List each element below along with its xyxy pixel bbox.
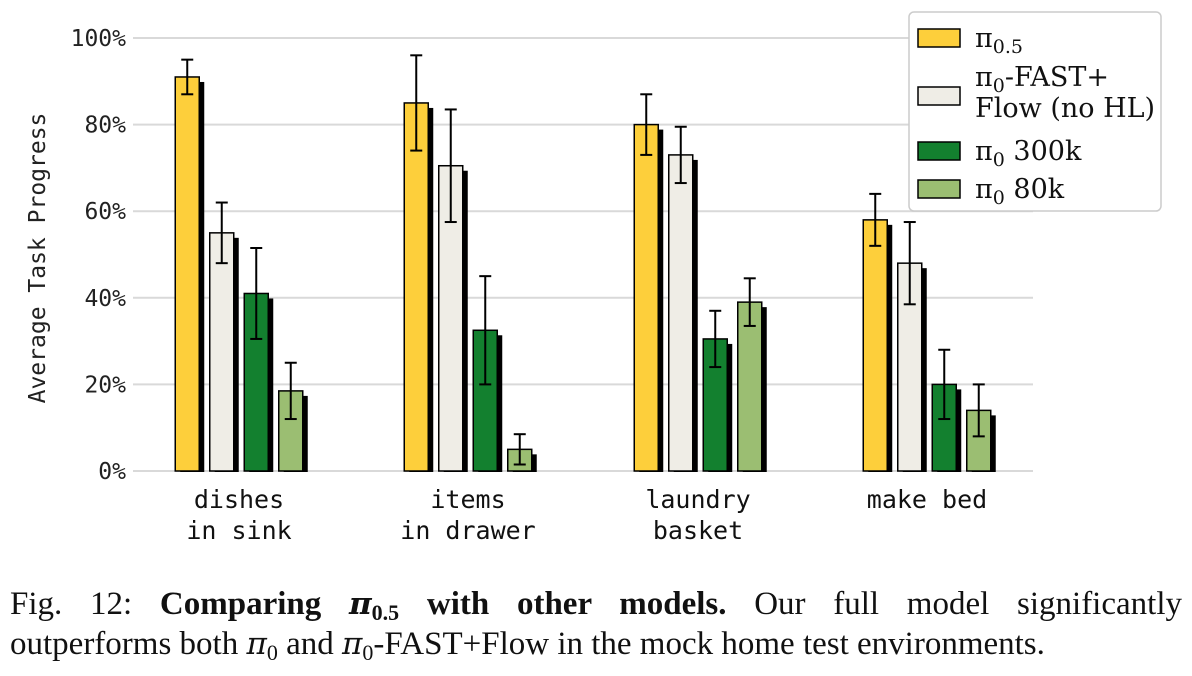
caption-text-1: Our full model significantly [726,586,1182,622]
x-tick-label: items [430,485,505,514]
legend-suffix: 300k [1005,136,1082,167]
y-tick-label: 0% [98,459,126,485]
legend-label-line2: Flow (no HL) [975,93,1155,124]
legend-pi: π [975,23,993,54]
caption-pi-1: π [246,626,267,662]
legend-suffix: 80k [1005,174,1065,205]
bar [174,76,200,472]
bar [668,154,694,472]
legend-swatch [917,86,961,106]
y-tick-label: 100% [71,26,127,52]
caption-text-2a: outperforms both [10,626,247,662]
caption-bold-pi-sub: 0.5 [371,600,400,625]
figure-caption: Fig. 12: Comparing π0.5 with other model… [10,584,1182,664]
x-tick-label: in sink [186,516,291,545]
bar [862,219,888,472]
legend-pi-sub: 0.5 [993,36,1023,58]
legend-pi-sub: 0 [993,187,1005,209]
legend-pi: π [975,136,993,167]
caption-bold-pi: π [348,586,372,622]
legend-label: π0-FAST+ [975,62,1109,97]
legend-pi: π [975,62,993,93]
bar [403,102,429,472]
y-tick-label: 80% [84,113,126,139]
y-tick-label: 40% [84,286,126,312]
bar [633,123,659,472]
caption-bold-start: Comparing [159,586,349,622]
bar [209,232,235,472]
caption-bold-end: with other models. [399,586,727,622]
legend-swatch [917,179,961,199]
bar [737,301,763,472]
legend-swatch [917,141,961,161]
x-tick-label: make bed [867,485,987,514]
bar-chart: 0% 20% 40% 60% 80% 100% Average Task Progress… [25,11,1162,545]
caption-line-2: outperforms both π0 and π0-FAST+Flow in … [10,624,1182,664]
legend-label: π0 80k [975,174,1065,209]
x-tick-label: basket [653,516,743,545]
caption-pi-1-sub: 0 [266,640,278,665]
caption-text-2c: -FAST+Flow in the mock home test environ… [373,626,1045,662]
legend-suffix: -FAST+ [1005,62,1109,93]
caption-pi-2: π [342,626,363,662]
legend-label: π0 300k [975,136,1082,171]
bars [174,54,996,473]
y-tick-label: 60% [84,199,126,225]
caption-bold-title: Comparing π0.5 with other models. [159,586,727,625]
caption-text-2b: and [277,626,342,662]
legend-swatch [917,28,961,48]
x-tick-label: in drawer [400,516,535,545]
legend-pi: π [975,174,993,205]
caption-line-1: Fig. 12: Comparing π0.5 with other model… [10,584,1182,624]
x-tick-label: laundry [645,485,750,514]
legend-pi-sub: 0 [993,149,1005,171]
x-tick-label: dishes [194,485,284,514]
caption-pi-2-sub: 0 [362,640,374,665]
legend-label: π0.5 [975,23,1023,58]
y-axis-ticks: 0% 20% 40% 60% 80% 100% [71,26,127,485]
legend-pi-sub: 0 [993,75,1005,97]
caption-prefix: Fig. 12: [10,586,160,622]
y-tick-label: 20% [84,372,126,398]
y-axis-title: Average Task Progress [25,113,51,404]
legend-box [908,11,1162,212]
